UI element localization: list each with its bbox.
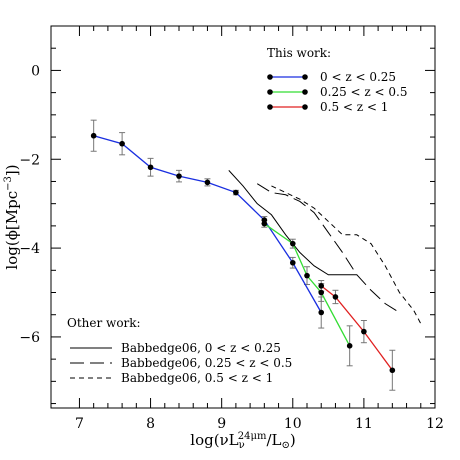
this-work-lines <box>93 135 393 371</box>
axis-ticks <box>51 25 436 408</box>
legend-marker <box>267 74 273 80</box>
x-tick-label: 7 <box>75 416 84 432</box>
legend-label-1: 0 < z < 0.25 <box>320 70 396 84</box>
legend-marker <box>267 104 273 110</box>
legend-marker <box>302 74 308 80</box>
data-point <box>361 328 367 335</box>
data-point <box>147 164 154 171</box>
x-tick-label: 10 <box>284 416 302 432</box>
data-point <box>318 309 325 316</box>
data-point <box>233 189 239 196</box>
this-work-legend: 0 < z < 0.250.25 < z < 0.50.5 < z < 1 <box>267 70 408 114</box>
legend-marker <box>267 89 273 95</box>
data-point <box>204 179 211 186</box>
other-legend-label-3: Babbedge06, 0.5 < z < 1 <box>121 371 273 385</box>
data-point <box>332 294 339 300</box>
legend-label-2: 0.25 < z < 0.5 <box>320 85 408 99</box>
other-legend-label-1: Babbedge06, 0 < z < 0.25 <box>121 341 281 355</box>
data-point <box>389 367 396 374</box>
this-work-title: This work: <box>267 46 331 60</box>
plot-frame <box>50 25 436 409</box>
data-point <box>346 343 353 349</box>
legend-marker <box>302 104 308 110</box>
data-point <box>261 220 268 227</box>
other-work-line-2 <box>256 183 400 313</box>
tick-labels: 7 8 9 10 11 12 0 −2 −4 −6 <box>19 63 444 432</box>
x-axis-title: log(νLν24μm/L⊙) <box>190 431 295 451</box>
x-tick-label: 12 <box>426 416 444 432</box>
series-line-1 <box>93 135 322 313</box>
data-point <box>304 272 310 279</box>
y-tick-label: −2 <box>19 152 40 168</box>
legend-label-3: 0.5 < z < 1 <box>320 100 388 114</box>
other-legend-label-2: Babbedge06, 0.25 < z < 0.5 <box>121 356 292 370</box>
data-points <box>90 132 396 374</box>
series-line-3 <box>320 285 393 371</box>
data-point <box>176 173 182 179</box>
y-axis-title: log(ϕ[Mpc−3]) <box>3 164 21 269</box>
data-point <box>90 132 97 139</box>
other-work-lines <box>228 170 422 324</box>
y-tick-label: 0 <box>31 63 40 79</box>
x-tick-label: 11 <box>355 416 373 432</box>
data-point <box>318 289 325 296</box>
x-tick-label: 9 <box>217 416 226 432</box>
data-point <box>318 283 325 289</box>
data-point <box>289 259 296 266</box>
other-work-title: Other work: <box>67 316 141 330</box>
data-point <box>289 240 296 247</box>
y-tick-label: −6 <box>19 330 40 346</box>
x-tick-label: 8 <box>146 416 155 432</box>
legend-marker <box>302 89 308 95</box>
other-work-line-3 <box>271 185 422 324</box>
data-point <box>119 140 125 147</box>
y-tick-label: −4 <box>19 241 40 257</box>
